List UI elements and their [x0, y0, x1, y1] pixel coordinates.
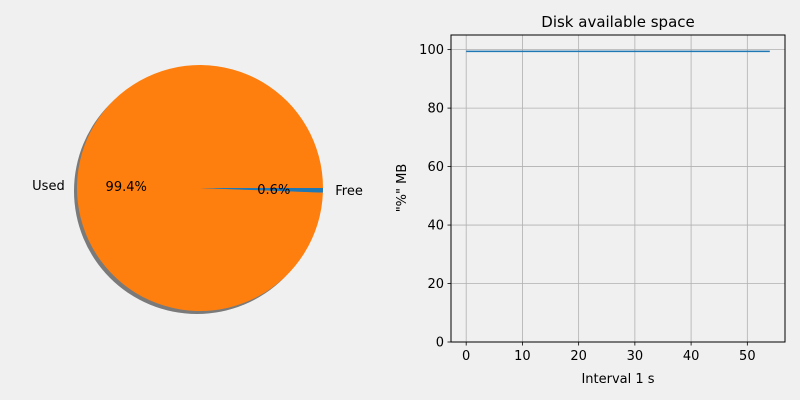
pie-slice-used: [77, 65, 324, 312]
y-tick-label: 40: [427, 219, 444, 234]
plot-area: [451, 35, 785, 342]
x-tick-label: 20: [570, 349, 587, 364]
grid: [451, 35, 785, 343]
y-axis-label: "%" MB: [395, 164, 410, 213]
y-tick-label: 100: [419, 43, 444, 58]
ticks: 0 10 20 30 40 50 0 20 40 60 80 100: [419, 43, 755, 364]
pie-pct-used: 99.4%: [106, 180, 147, 195]
pie-chart: Used 99.4% Free 0.6%: [32, 65, 363, 314]
x-tick-label: 30: [627, 349, 644, 364]
plot-frame: [450, 34, 786, 343]
pie-label-used: Used: [32, 179, 65, 194]
line-chart: 0 10 20 30 40 50 0 20 40 60 80 100 Disk available s…: [395, 13, 786, 387]
x-tick-label: 40: [683, 349, 700, 364]
x-tick-label: 0: [462, 349, 470, 364]
pie-slice-free: [200, 188, 323, 193]
y-tick-label: 80: [427, 102, 444, 117]
x-tick-label: 10: [514, 349, 531, 364]
pie-labels: Used 99.4% Free 0.6%: [32, 179, 363, 199]
pie-label-free: Free: [335, 184, 363, 199]
line-chart-title: Disk available space: [541, 13, 694, 31]
y-tick-label: 20: [427, 277, 444, 292]
pie-slices: [77, 65, 324, 312]
y-tick-label: 0: [436, 336, 444, 351]
pie-pct-free: 0.6%: [257, 183, 290, 198]
x-axis-label: Interval 1 s: [581, 372, 654, 387]
x-tick-label: 50: [739, 349, 756, 364]
y-tick-label: 60: [427, 160, 444, 175]
